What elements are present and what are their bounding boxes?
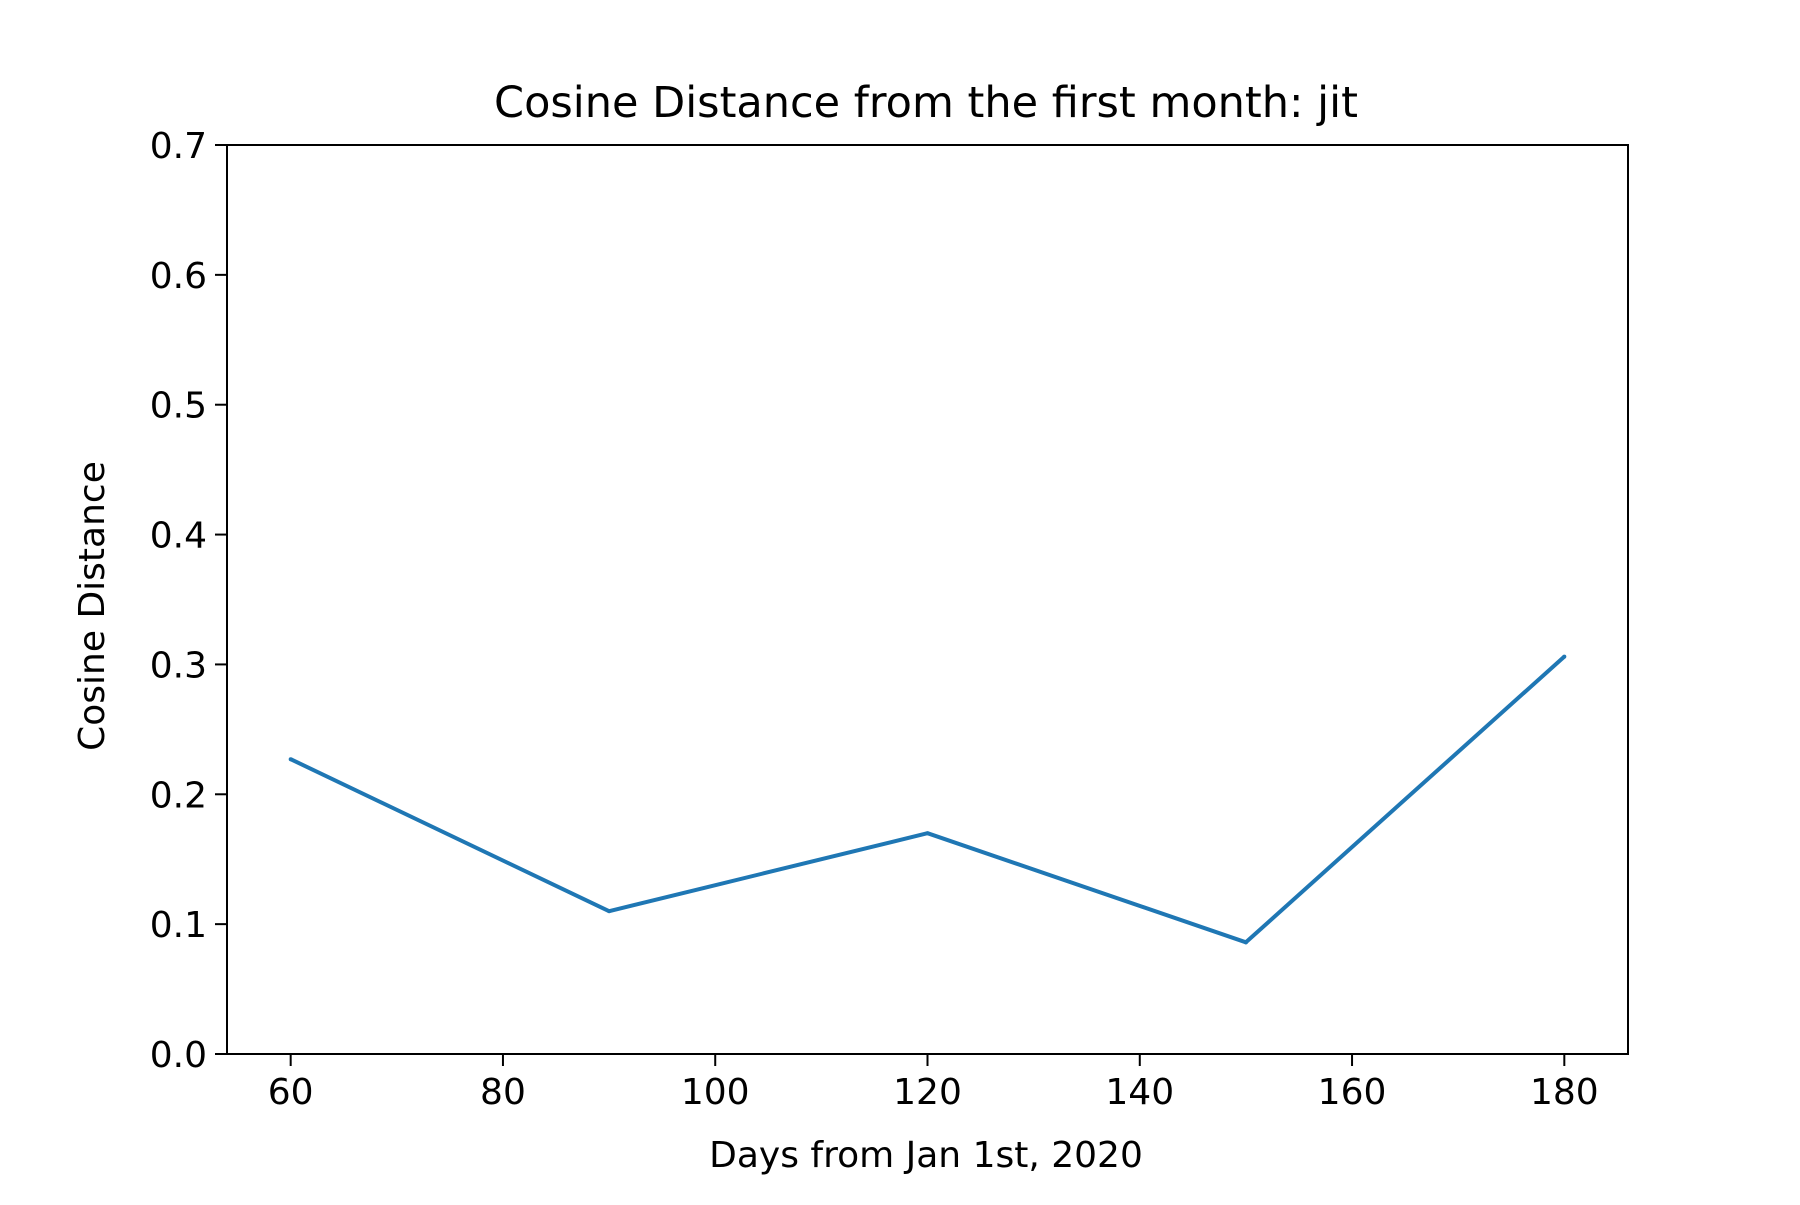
y-tick-label: 0.6 [150,256,207,297]
x-tick-label: 100 [681,1072,750,1113]
y-tick-label: 0.0 [150,1035,207,1076]
series-layer [288,654,1567,945]
data-point [288,757,293,762]
y-axis-label: Cosine Distance [72,461,113,751]
plot-frame [226,144,1629,1055]
y-tick-label: 0.5 [150,386,207,427]
series-line [289,655,1566,945]
x-tick-label: 180 [1530,1072,1599,1113]
y-tick-label: 0.1 [150,905,207,946]
x-tick-label: 160 [1318,1072,1387,1113]
x-tick-label: 60 [268,1072,314,1113]
chart-title: Cosine Distance from the first month: ji… [494,78,1358,128]
y-tick-label: 0.3 [150,645,207,686]
x-tick-label: 140 [1105,1072,1174,1113]
x-tick-label: 120 [893,1072,962,1113]
data-point [1243,940,1248,945]
x-axis: 60 80 100 120 140 160 180 [268,1054,1599,1113]
y-tick-label: 0.4 [150,516,207,557]
y-axis: 0.0 0.1 0.2 0.3 0.4 0.5 0.6 0.7 [150,126,227,1076]
data-point [1562,654,1567,659]
x-tick-label: 80 [480,1072,526,1113]
data-point [925,831,930,836]
x-axis-label: Days from Jan 1st, 2020 [709,1135,1143,1176]
data-point [607,909,612,914]
y-tick-label: 0.7 [150,126,207,167]
y-tick-label: 0.2 [150,775,207,816]
